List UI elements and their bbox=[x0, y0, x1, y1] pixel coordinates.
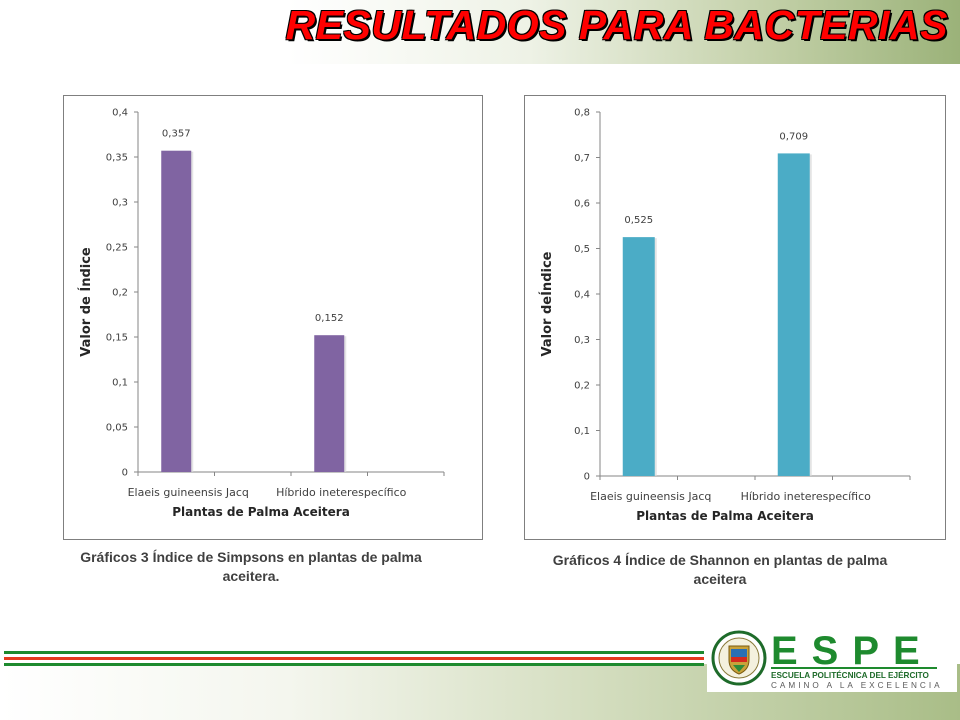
y-tick-label: 0,4 bbox=[112, 108, 128, 119]
data-label: 0,525 bbox=[624, 215, 653, 226]
y-tick-label: 0,8 bbox=[574, 108, 590, 119]
espe-wordmark: ESPE ESCUELA POLITÉCNICA DEL EJÉRCITO CA… bbox=[771, 629, 943, 690]
bar bbox=[314, 335, 345, 472]
footer-stripe bbox=[4, 655, 704, 656]
y-tick-label: 0 bbox=[122, 468, 128, 479]
y-tick-label: 0,7 bbox=[574, 153, 590, 164]
espe-logo: ESPE ESCUELA POLITÉCNICA DEL EJÉRCITO CA… bbox=[707, 626, 957, 692]
espe-seal bbox=[711, 630, 767, 686]
y-tick-label: 0,2 bbox=[574, 381, 590, 392]
footer-stripes bbox=[4, 651, 704, 667]
y-tick-label: 0,5 bbox=[574, 244, 590, 255]
espe-line2: CAMINO A LA EXCELENCIA bbox=[771, 681, 943, 690]
shannon-chart-svg: 0 0,1 0,2 0,3 0,4 0,5 0,6 0,7 0,8 0,525 0,709 Elaei… bbox=[539, 108, 911, 523]
y-axis-title: Valor de Índice bbox=[78, 247, 94, 357]
category-label: Híbrido ineterespecífico bbox=[741, 490, 872, 503]
category-label: Elaeis guineensis Jacq bbox=[128, 486, 249, 499]
category-label: Híbrido ineterespecífico bbox=[276, 486, 407, 499]
y-tick-label: 0,25 bbox=[106, 243, 128, 254]
y-tick-label: 0,3 bbox=[112, 198, 128, 209]
y-tick-label: 0,3 bbox=[574, 335, 590, 346]
footer-stripe bbox=[4, 663, 704, 666]
x-axis-title: Plantas de Palma Aceitera bbox=[172, 505, 350, 519]
y-tick-label: 0,6 bbox=[574, 199, 590, 210]
category-label: Elaeis guineensis Jacq bbox=[590, 490, 711, 503]
espe-line1: ESCUELA POLITÉCNICA DEL EJÉRCITO bbox=[771, 670, 929, 680]
y-axis-title: Valor deÍndice bbox=[539, 251, 555, 356]
simpson-chart-svg: 0 0,05 0,1 0,15 0,2 0,25 0,3 0,35 0,4 0,357 0,152 E… bbox=[78, 108, 445, 519]
page-title: RESULTADOS PARA BACTERIAS bbox=[285, 2, 948, 48]
y-tick-label: 0,4 bbox=[574, 290, 590, 301]
shannon-chart: 0 0,1 0,2 0,3 0,4 0,5 0,6 0,7 0,8 0,525 0,709 Elaei… bbox=[524, 95, 946, 540]
simpson-caption: Gráficos 3 Índice de Simpsons en plantas… bbox=[80, 549, 422, 584]
bar bbox=[622, 237, 655, 476]
data-label: 0,709 bbox=[779, 131, 808, 142]
data-label: 0,357 bbox=[162, 129, 191, 140]
y-tick-label: 0 bbox=[584, 472, 590, 483]
data-label: 0,152 bbox=[315, 313, 344, 324]
y-tick-label: 0,15 bbox=[106, 333, 128, 344]
shannon-caption: Gráficos 4 Índice de Shannon en plantas … bbox=[552, 552, 888, 587]
espe-logo-svg: ESPE ESCUELA POLITÉCNICA DEL EJÉRCITO CA… bbox=[711, 629, 943, 690]
y-tick-label: 0,35 bbox=[106, 153, 128, 164]
bar bbox=[777, 153, 810, 476]
footer-stripe bbox=[4, 661, 704, 662]
y-tick-label: 0,1 bbox=[574, 426, 590, 437]
title-bar: RESULTADOS PARA BACTERIAS bbox=[0, 0, 960, 64]
y-tick-label: 0,2 bbox=[112, 288, 128, 299]
simpson-chart: 0 0,05 0,1 0,15 0,2 0,25 0,3 0,35 0,4 0,357 0,152 E… bbox=[63, 95, 483, 540]
footer-stripe bbox=[4, 651, 704, 654]
x-axis-title: Plantas de Palma Aceitera bbox=[636, 509, 814, 523]
y-tick-label: 0,05 bbox=[106, 423, 128, 434]
svg-text:ESPE: ESPE bbox=[771, 629, 934, 673]
y-tick-label: 0,1 bbox=[112, 378, 128, 389]
bar bbox=[161, 150, 192, 472]
footer-stripe bbox=[4, 657, 704, 660]
